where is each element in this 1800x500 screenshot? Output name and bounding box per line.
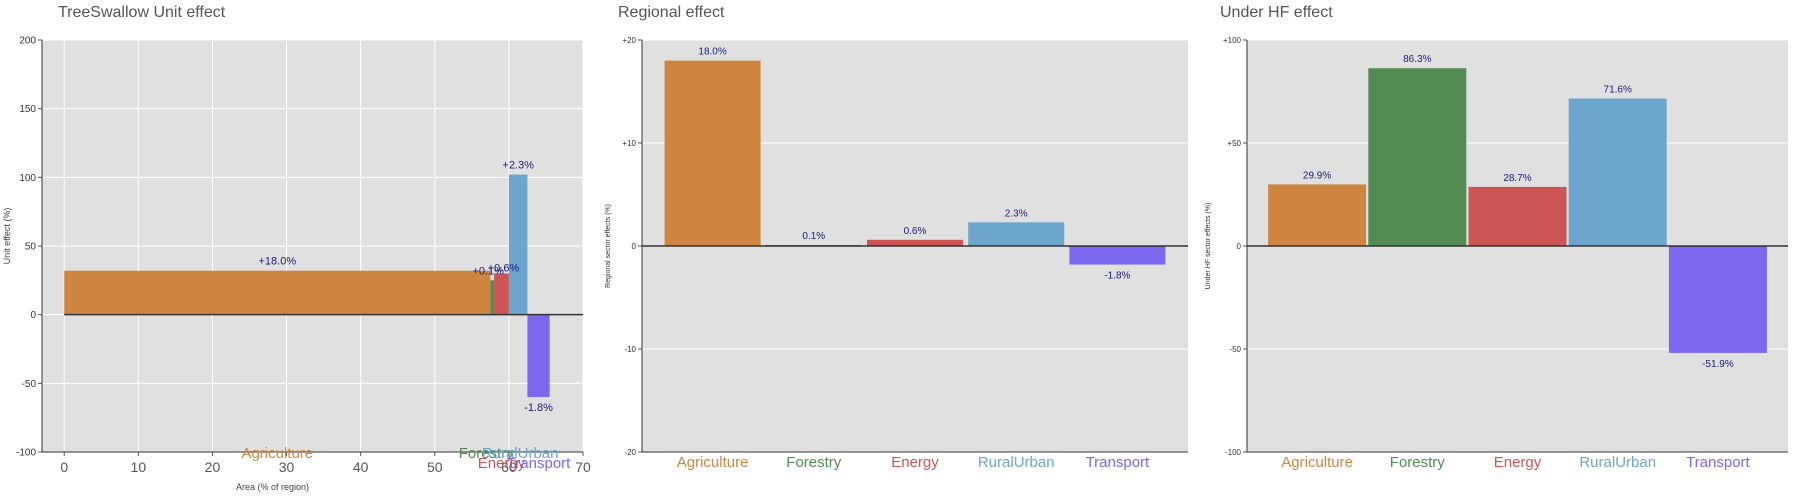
bar-energy — [494, 273, 509, 315]
data-label-transport: -1.8% — [524, 402, 553, 414]
category-label-ruralurban: RuralUrban — [482, 445, 559, 462]
category-label-forestry: Forestry — [1390, 454, 1446, 471]
y-tick-label: +20 — [622, 36, 636, 45]
y-tick-label: +10 — [622, 139, 636, 148]
regional-effect-title: Regional effect — [618, 4, 725, 21]
under-hf-effect-panel: Under HF effect +100 +50 0 -50 -100 29.9% 86.3… — [1200, 0, 1800, 500]
category-label-agriculture: Agriculture — [1281, 454, 1353, 471]
category-label-energy: Energy — [1494, 454, 1542, 471]
bar-transport — [527, 314, 550, 398]
category-label-ruralurban: RuralUrban — [978, 454, 1055, 471]
y-tick-label: 0 — [632, 242, 637, 251]
bar-transport — [1069, 246, 1166, 265]
y-tick-label: 100 — [19, 173, 36, 184]
y-axis-title: Regional sector effects (%) — [605, 204, 612, 288]
y-tick-label: -100 — [16, 448, 36, 459]
y-tick-label: -100 — [1225, 448, 1242, 457]
y-axis-title: Unit effect (%) — [2, 208, 12, 265]
y-tick-label: 200 — [19, 36, 36, 47]
data-label-ruralurban: 2.3% — [1005, 208, 1028, 219]
y-tick-label: 150 — [19, 104, 36, 115]
unit-effect-title: TreeSwallow Unit effect — [58, 4, 226, 21]
category-label-transport: Transport — [1086, 454, 1150, 471]
category-label-agriculture: Agriculture — [677, 454, 749, 471]
x-tick-label: 50 — [427, 459, 443, 475]
regional-effect-chart: +20 +10 0 -10 -20 18.0% 0.1% 0.6% 2.3% -1.8% Agric… — [605, 36, 1188, 471]
category-label-agriculture: Agriculture — [241, 445, 313, 462]
category-label-energy: Energy — [478, 455, 526, 472]
under-hf-effect-title: Under HF effect — [1220, 4, 1333, 21]
y-tick-label: +50 — [1227, 139, 1241, 148]
x-tick-label: 0 — [60, 459, 68, 475]
bar-forestry — [490, 280, 495, 315]
x-tick-label: 30 — [279, 459, 295, 475]
bar-transport — [1668, 246, 1767, 353]
bar-ruralurban — [508, 174, 528, 315]
data-label-ruralurban: 71.6% — [1604, 85, 1632, 96]
category-label-forestry: Forestry — [786, 454, 842, 471]
data-label-forestry: +0.1% — [472, 265, 504, 277]
y-tick-label: 0 — [30, 310, 36, 321]
under-hf-effect-chart: +100 +50 0 -50 -100 29.9% 86.3% 28.7% 71.6% -51.9… — [1205, 36, 1788, 471]
y-tick-label: 0 — [1237, 242, 1242, 251]
y-tick-label: -50 — [22, 379, 37, 390]
y-tick-label: -50 — [1229, 345, 1241, 354]
data-label-forestry: 86.3% — [1403, 54, 1431, 65]
x-tick-label: 10 — [131, 459, 147, 475]
data-label-agriculture: 18.0% — [698, 47, 726, 58]
category-label-transport: Transport — [507, 455, 571, 472]
y-tick-label: +100 — [1223, 36, 1242, 45]
data-label-energy: +0.6% — [488, 262, 520, 274]
x-tick-label: 20 — [205, 459, 221, 475]
data-label-ruralurban: +2.3% — [502, 160, 534, 172]
x-tick-label: 70 — [575, 459, 591, 475]
data-label-transport: -51.9% — [1702, 359, 1734, 370]
data-label-forestry: 0.1% — [802, 231, 825, 242]
data-label-transport: -1.8% — [1104, 271, 1130, 282]
regional-effect-panel: Regional effect +20 +10 0 -10 -20 18.0% 0.1% 0.… — [600, 0, 1200, 500]
bar-agriculture — [64, 270, 491, 315]
data-label-energy: 28.7% — [1503, 173, 1531, 184]
x-tick-label: 40 — [353, 459, 369, 475]
x-tick-label: 60 — [501, 459, 517, 475]
category-label-forestry: Forestry — [459, 445, 515, 462]
x-axis-title: Area (% of region) — [236, 482, 309, 492]
unit-effect-chart: 200 150 100 50 0 -50 -100 0 10 20 30 40 50 60 70 +18.0%… — [2, 36, 591, 493]
category-label-energy: Energy — [891, 454, 939, 471]
data-label-agriculture: +18.0% — [258, 256, 296, 268]
bar-ruralurban — [1568, 98, 1667, 246]
category-label-transport: Transport — [1686, 454, 1750, 471]
data-label-energy: 0.6% — [904, 226, 927, 237]
unit-effect-panel: TreeSwallow Unit effect 200 150 100 50 0 -50-… — [0, 0, 600, 500]
bar-energy — [1468, 186, 1567, 246]
bar-forestry — [1368, 68, 1467, 246]
category-label-ruralurban: RuralUrban — [1579, 454, 1656, 471]
bar-agriculture — [1268, 184, 1367, 246]
bar-energy — [867, 239, 963, 246]
bar-ruralurban — [968, 222, 1065, 246]
data-label-agriculture: 29.9% — [1303, 170, 1331, 181]
y-axis-title: Under HF sector effects (%) — [1205, 203, 1212, 290]
y-tick-label: -10 — [624, 345, 636, 354]
y-tick-label: 50 — [25, 242, 37, 253]
bar-agriculture — [664, 60, 761, 246]
y-tick-label: -20 — [624, 448, 636, 457]
